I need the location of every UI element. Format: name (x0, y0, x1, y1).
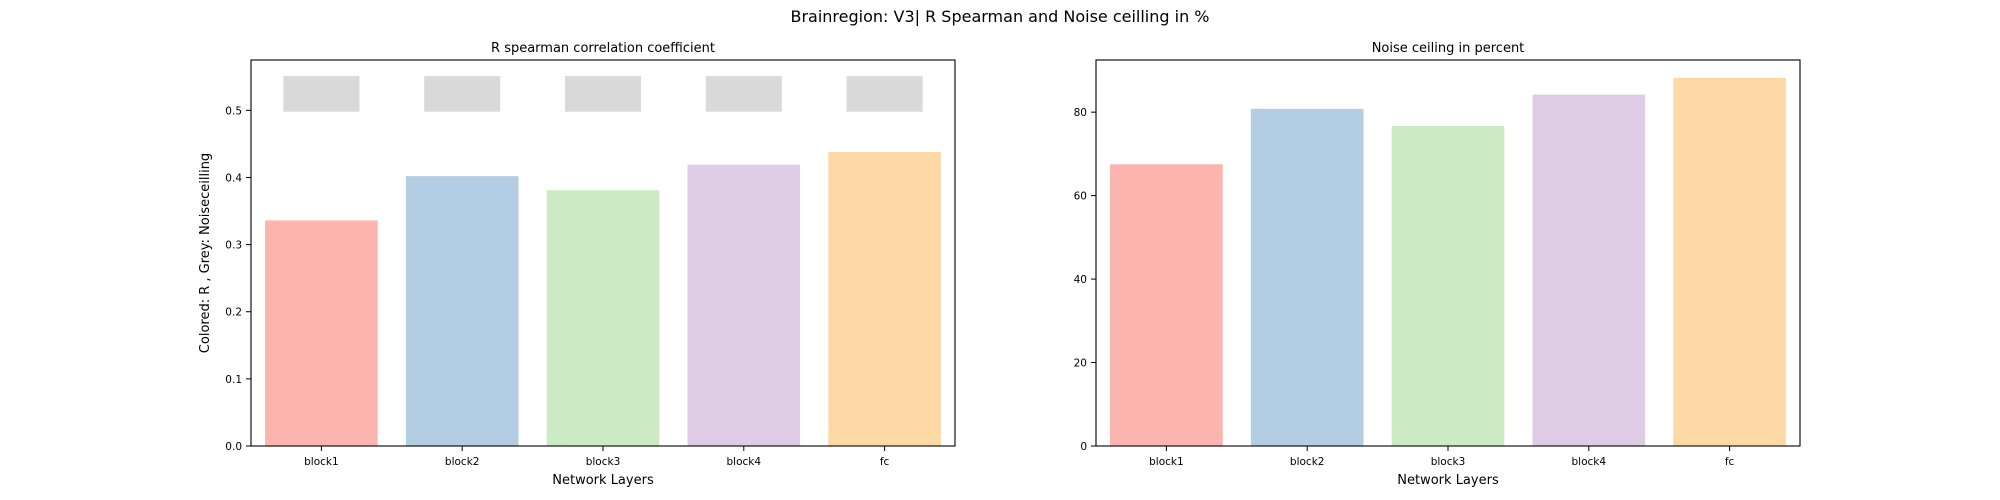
chart-title: Noise ceiling in percent (1372, 41, 1525, 56)
y-tick-label: 0.3 (225, 240, 242, 252)
bar-block1 (1110, 164, 1223, 446)
x-tick-label: block1 (304, 456, 339, 468)
x-tick-label: block1 (1149, 456, 1184, 468)
x-axis-label: Network Layers (552, 473, 654, 488)
x-tick-label: block4 (727, 456, 762, 468)
bar-block2 (1250, 108, 1364, 446)
x-axis-label: Network Layers (1397, 473, 1499, 488)
noise-ceiling-marker-block1 (283, 76, 360, 112)
y-tick-label: 80 (1074, 107, 1087, 119)
y-axis-label: Colored: R , Grey: Noiseceilling (198, 153, 213, 353)
chart-noise-ceiling: 0 20 40 60 80 block1 block2 block3 block4 fc Noise… (1074, 41, 1801, 488)
noise-ceiling-marker-block4 (705, 76, 782, 112)
bar-block4 (1532, 94, 1646, 446)
noise-ceiling-marker-fc (846, 76, 923, 112)
y-tick-label: 60 (1074, 191, 1087, 203)
y-tick-label: 0.5 (225, 105, 242, 117)
noise-ceiling-marker-block3 (564, 76, 642, 112)
y-tick-label: 0.4 (225, 172, 242, 184)
bar-fc (828, 151, 941, 446)
x-tick-label: fc (880, 456, 890, 468)
bar-fc (1673, 77, 1786, 446)
chart-spearman: 0.0 0.1 0.2 0.3 0.4 0.5 block1 block2 block3 bloc… (198, 41, 956, 488)
noise-ceiling-marker-block2 (424, 76, 501, 112)
bar-block3 (1391, 125, 1505, 446)
bar-block2 (405, 176, 519, 446)
y-tick-label: 0.1 (225, 374, 242, 386)
y-tick-label: 0 (1080, 441, 1087, 453)
x-tick-label: block2 (445, 456, 480, 468)
y-tick-label: 20 (1074, 358, 1087, 370)
bar-block4 (687, 164, 801, 446)
x-tick-label: block3 (1431, 456, 1466, 468)
x-tick-label: block3 (586, 456, 621, 468)
x-tick-label: block4 (1572, 456, 1607, 468)
y-tick-label: 0.2 (225, 307, 242, 319)
bar-block3 (546, 190, 660, 446)
chart-title: R spearman correlation coefficient (491, 41, 715, 56)
y-tick-label: 40 (1074, 274, 1087, 286)
figure-suptitle: Brainregion: V3| R Spearman and Noise ce… (790, 7, 1209, 26)
x-tick-label: fc (1725, 456, 1735, 468)
bar-block1 (265, 220, 378, 446)
x-tick-label: block2 (1290, 456, 1325, 468)
y-tick-label: 0.0 (225, 441, 242, 453)
